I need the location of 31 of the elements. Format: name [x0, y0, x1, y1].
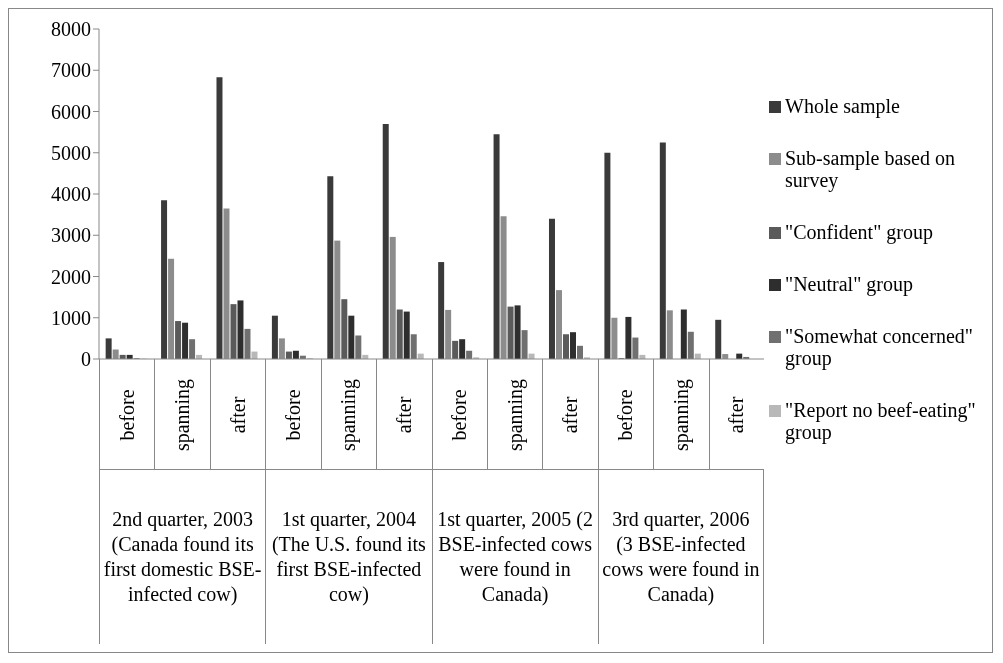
x-tick-label: spanning	[503, 378, 527, 452]
text: 1st quarter, 2004 (The U.S. found its first BSE-infected cow)	[270, 507, 427, 607]
x-tick-label: spanning	[669, 378, 693, 452]
x-tick-label: after	[226, 396, 249, 434]
x-tick-label: before	[448, 389, 471, 441]
y-tick-label: 5000	[51, 141, 91, 164]
legend-label: "Somewhat concerned" group	[785, 325, 974, 369]
legend-label: "Report no beef-eating" group	[785, 399, 977, 443]
x-tick-label: after	[725, 396, 748, 434]
legend-label: "Confident" group	[785, 221, 933, 243]
y-tick-label: 0	[81, 348, 91, 371]
text: 1st quarter, 2005 (2 BSE-infected cows were found in Canada)	[436, 507, 595, 607]
x-tick-label: spanning	[171, 378, 195, 452]
y-tick-label: 6000	[51, 100, 91, 123]
y-tick-label: 3000	[51, 224, 91, 247]
x-tick-label: spanning	[337, 378, 361, 452]
legend-label: Whole sample	[785, 95, 900, 117]
x-tick-label: before	[614, 389, 637, 441]
y-tick-label: 2000	[51, 265, 91, 288]
x-tick-label: after	[559, 396, 582, 434]
y-tick-label: 4000	[51, 183, 91, 206]
x-tick-label: after	[392, 396, 415, 434]
legend-label: "Neutral" group	[785, 273, 913, 295]
x-tick-label: before	[281, 389, 304, 441]
y-tick-label: 1000	[51, 306, 91, 329]
text: 2nd quarter, 2003 (Canada found its first domestic BSE-infected cow)	[103, 507, 263, 607]
y-tick-label: 7000	[51, 59, 91, 82]
y-tick-label: 8000	[51, 18, 91, 41]
text: 3rd quarter, 2006 (3 BSE-infected cows were found in Canada)	[601, 507, 760, 607]
x-tick-label: before	[115, 389, 138, 441]
legend-label: Sub-sample based on survey	[785, 147, 956, 191]
